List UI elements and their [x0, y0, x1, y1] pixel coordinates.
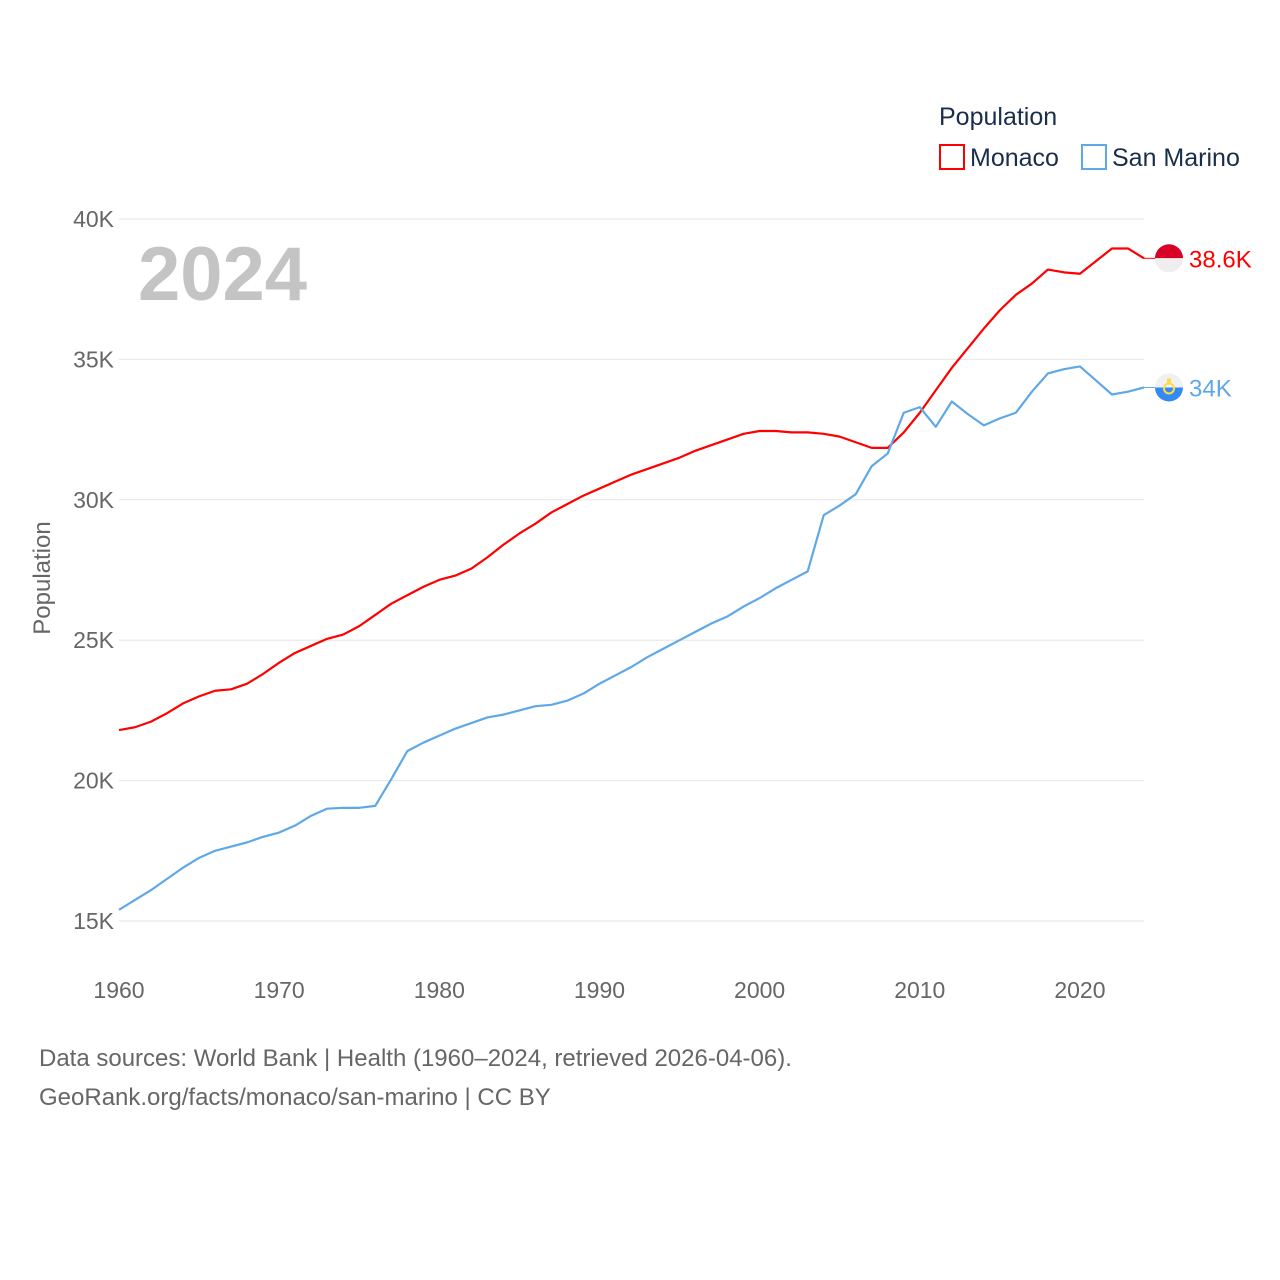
- end-value-label: 38.6K: [1189, 246, 1252, 273]
- y-tick-label: 15K: [73, 908, 115, 934]
- y-tick-label: 25K: [73, 627, 115, 653]
- y-tick-label: 20K: [73, 768, 115, 794]
- legend-label-monaco: Monaco: [970, 144, 1059, 172]
- source-line-1: Data sources: World Bank | Health (1960–…: [39, 1045, 792, 1072]
- y-tick-label: 35K: [73, 346, 115, 372]
- x-tick-label: 1960: [93, 977, 144, 1003]
- monaco-flag-icon: [1155, 244, 1183, 273]
- source-line-2: GeoRank.org/facts/monaco/san-marino | CC…: [39, 1084, 551, 1111]
- x-tick-label: 2010: [894, 977, 945, 1003]
- y-tick-label: 30K: [73, 487, 115, 513]
- legend-label-san-marino: San Marino: [1112, 144, 1240, 172]
- y-tick-label: 40K: [73, 206, 115, 232]
- x-tick-label: 1980: [414, 977, 465, 1003]
- year-watermark: 2024: [138, 232, 307, 317]
- end-value-label: 34K: [1189, 375, 1232, 402]
- y-axis-label: Population: [29, 521, 56, 634]
- legend-title: Population: [939, 103, 1057, 131]
- legend-swatch-san-marino: [1081, 144, 1107, 170]
- san-marino-flag-icon: [1155, 373, 1183, 402]
- x-tick-label: 2020: [1054, 977, 1105, 1003]
- legend-item-monaco[interactable]: Monaco: [939, 144, 1059, 172]
- series-line-monaco[interactable]: [118, 247, 1145, 732]
- x-tick-label: 2000: [734, 977, 785, 1003]
- x-tick-label: 1970: [254, 977, 305, 1003]
- series-line-san-marino[interactable]: [118, 365, 1145, 911]
- legend-item-san-marino[interactable]: San Marino: [1081, 144, 1240, 172]
- legend-swatch-monaco: [939, 144, 965, 170]
- x-tick-label: 1990: [574, 977, 625, 1003]
